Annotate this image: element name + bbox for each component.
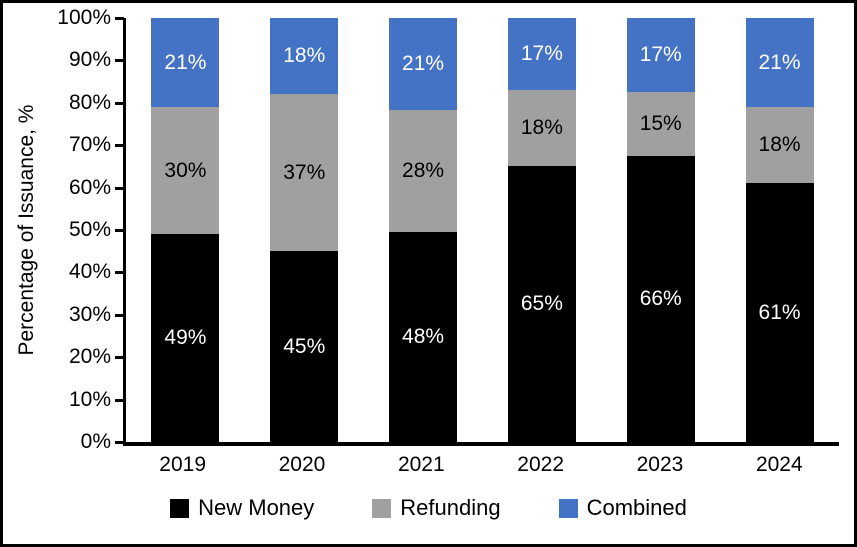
bar-2019: 21% 30% 49% xyxy=(151,18,220,442)
bar-data-label: 18% xyxy=(758,133,801,157)
y-tick-label-60: 60% xyxy=(68,175,111,199)
bar-segment-refunding-2022: 18% xyxy=(507,90,576,167)
bar-data-label: 65% xyxy=(520,292,563,316)
y-tick-label-70: 70% xyxy=(68,133,111,157)
bar-segment-new-money-2023: 66% xyxy=(626,156,695,442)
x-tick-label-2021: 2021 xyxy=(397,453,445,476)
bar-data-label: 66% xyxy=(639,287,682,311)
bar-data-label: 17% xyxy=(639,42,682,66)
legend-item-refunding: Refunding xyxy=(372,495,501,521)
bar-segment-combined-2020: 18% xyxy=(270,18,339,95)
y-tick-mark xyxy=(115,186,124,190)
y-tick-mark xyxy=(115,229,124,232)
bar-slot-2024: 21% 18% 61% xyxy=(720,18,839,442)
legend: New Money Refunding Combined xyxy=(3,495,854,521)
y-tick-label-100: 100% xyxy=(57,6,111,29)
bar-segment-combined-2021: 21% xyxy=(389,18,458,110)
y-tick-mark xyxy=(115,144,124,148)
bar-slot-2022: 17% 18% 65% xyxy=(482,18,601,442)
y-tick-mark xyxy=(115,17,124,20)
y-tick-label-20: 20% xyxy=(68,345,111,369)
bar-slot-2021: 21% 28% 48% xyxy=(364,18,483,442)
bar-2022: 17% 18% 65% xyxy=(507,18,576,442)
y-tick-mark xyxy=(115,441,124,444)
y-tick-mark xyxy=(115,356,124,360)
bar-segment-combined-2023: 17% xyxy=(626,18,695,92)
bar-2024: 21% 18% 61% xyxy=(745,18,814,442)
legend-swatch-icon xyxy=(170,498,190,518)
bar-segment-refunding-2024: 18% xyxy=(745,107,814,184)
bar-data-label: 21% xyxy=(164,50,207,74)
bar-data-label: 49% xyxy=(164,326,207,350)
bar-data-label: 21% xyxy=(402,51,445,75)
bar-segment-new-money-2022: 65% xyxy=(507,166,576,442)
bar-segment-combined-2022: 17% xyxy=(507,18,576,91)
bar-2020: 18% 37% 45% xyxy=(270,18,339,442)
bar-segment-refunding-2023: 15% xyxy=(626,91,695,157)
bar-segment-refunding-2020: 37% xyxy=(270,94,339,252)
bar-segment-new-money-2021: 48% xyxy=(389,232,458,442)
y-tick-label-50: 50% xyxy=(68,218,111,241)
bar-data-label: 61% xyxy=(758,300,801,324)
bar-segment-refunding-2021: 28% xyxy=(389,109,458,233)
x-tick-label-2019: 2019 xyxy=(159,453,207,476)
y-tick-label-40: 40% xyxy=(68,260,111,284)
bar-data-label: 21% xyxy=(758,50,801,74)
y-tick-label-0: 0% xyxy=(80,430,111,453)
y-tick-mark xyxy=(115,398,124,402)
legend-swatch-icon xyxy=(372,498,392,518)
bar-data-label: 28% xyxy=(402,158,445,182)
bar-segment-new-money-2024: 61% xyxy=(745,183,814,442)
bar-data-label: 15% xyxy=(639,111,682,135)
y-tick-label-90: 90% xyxy=(68,48,111,72)
bar-2023: 17% 15% 66% xyxy=(626,18,695,442)
x-tick-label-2024: 2024 xyxy=(755,453,803,476)
x-tick-label-2023: 2023 xyxy=(636,453,684,476)
bar-slot-2020: 18% 37% 45% xyxy=(245,18,364,442)
legend-item-combined: Combined xyxy=(558,495,687,521)
bar-segment-combined-2019: 21% xyxy=(151,18,220,108)
bar-data-label: 18% xyxy=(283,44,326,68)
bar-slot-2019: 21% 30% 49% xyxy=(126,18,245,442)
bar-segment-new-money-2019: 49% xyxy=(151,234,220,442)
y-tick-label-80: 80% xyxy=(68,90,111,114)
legend-label: Refunding xyxy=(400,495,501,520)
bar-2021: 21% 28% 48% xyxy=(389,18,458,442)
y-tick-mark xyxy=(115,313,124,317)
y-tick-mark xyxy=(115,271,124,275)
x-tick-label-2020: 2020 xyxy=(278,453,326,476)
legend-label: Combined xyxy=(586,495,687,520)
bar-data-label: 30% xyxy=(164,158,207,182)
y-tick-label-10: 10% xyxy=(68,387,111,411)
legend-item-new-money: New Money xyxy=(170,495,314,521)
bar-data-label: 18% xyxy=(520,116,563,140)
bar-segment-refunding-2019: 30% xyxy=(151,107,220,235)
legend-label: New Money xyxy=(198,495,315,520)
bar-data-label: 45% xyxy=(283,334,326,358)
y-tick-mark xyxy=(115,59,124,63)
x-axis-tick-labels: 2019 2020 2021 2022 2023 2024 xyxy=(123,453,839,477)
y-tick-mark xyxy=(115,101,124,105)
legend-swatch-icon xyxy=(558,498,578,518)
bar-group: 21% 30% 49% 18% 37% 45% 21% 28% 48% 17% 18% 65% 17% 1… xyxy=(126,18,839,442)
y-tick-label-30: 30% xyxy=(68,302,111,326)
bar-data-label: 17% xyxy=(520,42,563,66)
bar-data-label: 48% xyxy=(402,325,445,349)
bar-data-label: 37% xyxy=(283,160,326,184)
bar-segment-combined-2024: 21% xyxy=(745,18,814,108)
x-tick-label-2022: 2022 xyxy=(517,453,564,476)
bar-segment-new-money-2020: 45% xyxy=(270,251,339,442)
bar-slot-2023: 17% 15% 66% xyxy=(601,18,720,442)
plot-area: 21% 30% 49% 18% 37% 45% 21% 28% 48% 17% 18% 65% 17% 1… xyxy=(123,18,839,446)
